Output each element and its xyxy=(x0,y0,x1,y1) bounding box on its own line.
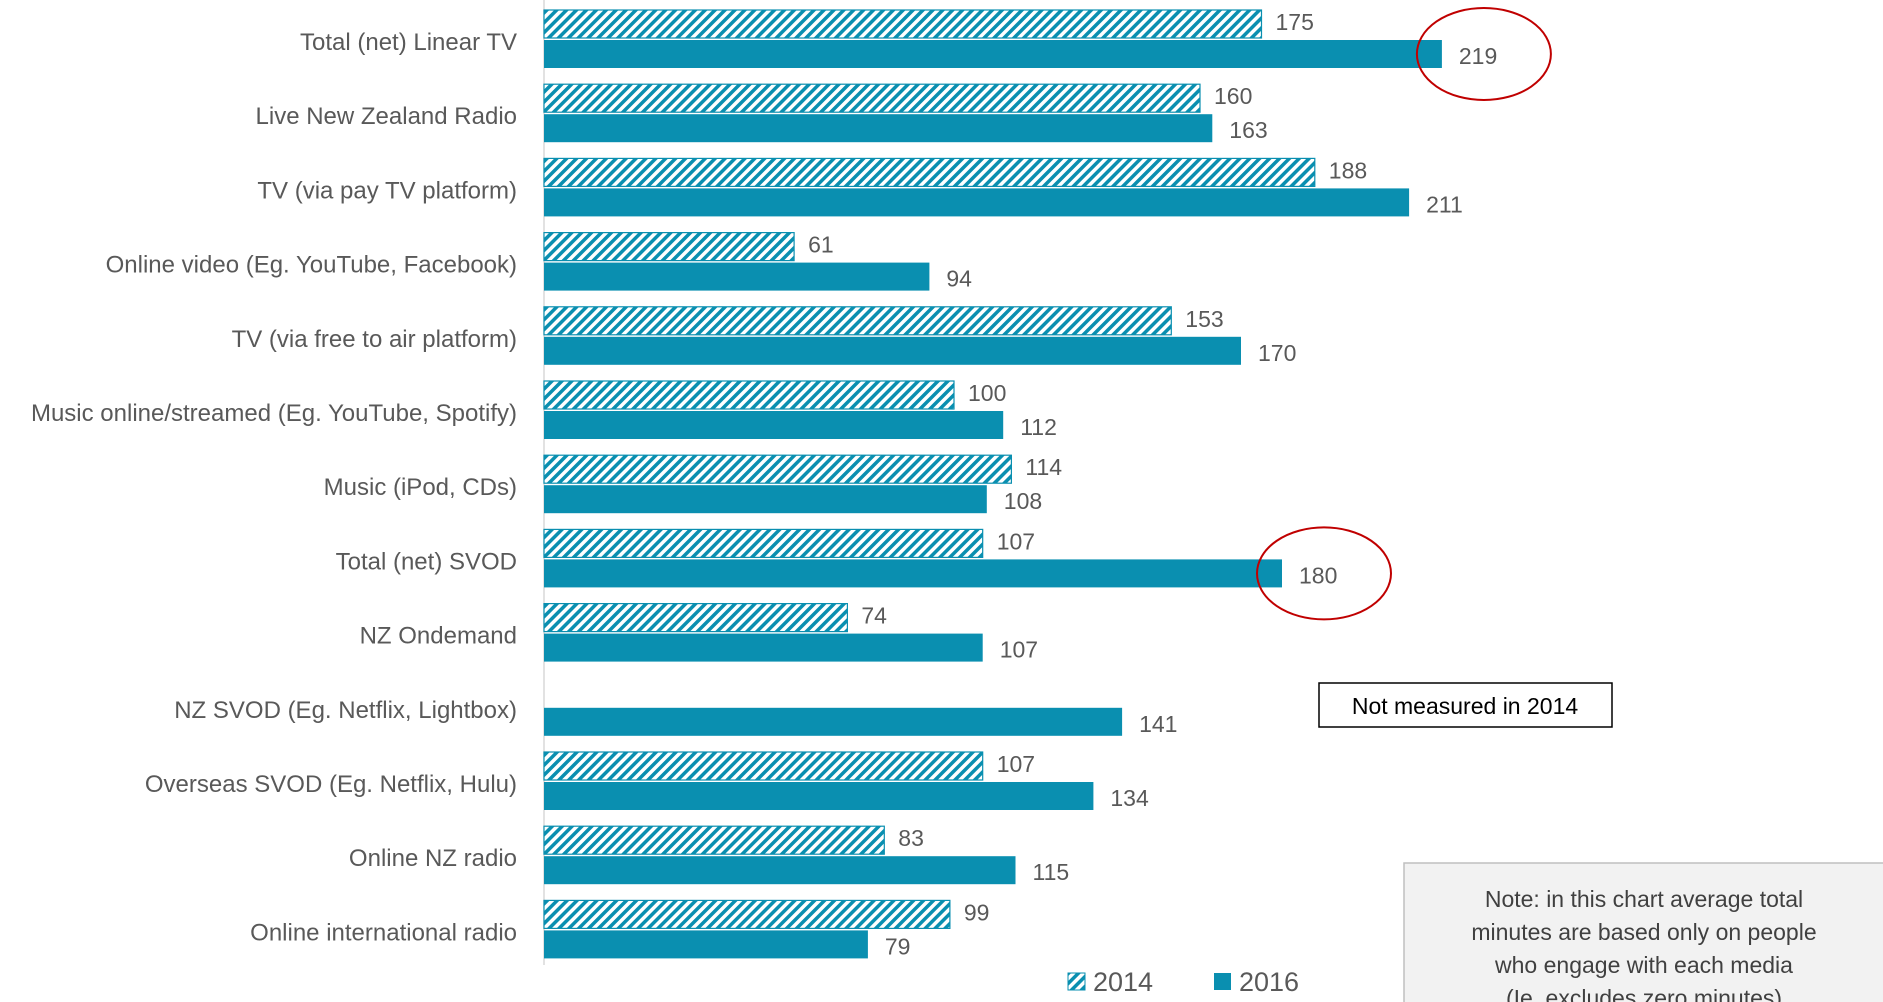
value-label-2014: 153 xyxy=(1185,306,1223,332)
bar-2016 xyxy=(544,707,1123,736)
bar-2014 xyxy=(543,380,955,410)
category-label: Overseas SVOD (Eg. Netflix, Hulu) xyxy=(145,771,517,798)
bar-2014 xyxy=(543,232,795,262)
bar-2016 xyxy=(544,485,987,514)
bar-2014 xyxy=(543,751,984,781)
category-label: Total (net) Linear TV xyxy=(300,29,517,56)
value-label-2016: 94 xyxy=(946,266,972,292)
category-label: Online international radio xyxy=(250,919,517,946)
category-label: Music (iPod, CDs) xyxy=(324,474,517,501)
bar-2014 xyxy=(543,825,885,855)
legend-swatch-2016 xyxy=(1214,973,1231,990)
category-label: Live New Zealand Radio xyxy=(256,103,517,130)
bar-2014 xyxy=(543,454,1012,484)
value-label-2016: 219 xyxy=(1459,43,1497,69)
value-label-2016: 112 xyxy=(1020,414,1057,440)
value-label-2014: 74 xyxy=(861,603,887,629)
legend-label-2014: 2014 xyxy=(1093,967,1153,997)
value-label-2014: 61 xyxy=(808,232,834,258)
bar-2014 xyxy=(543,899,951,930)
value-label-2016: 180 xyxy=(1299,562,1337,588)
highlight-circle xyxy=(1415,7,1552,101)
bar-2014 xyxy=(543,528,984,559)
category-label: Total (net) SVOD xyxy=(336,548,517,575)
value-label-2014: 107 xyxy=(997,528,1035,554)
note-box: Note: in this chart average total minute… xyxy=(1403,862,1883,1002)
legend-label-2016: 2016 xyxy=(1239,967,1299,997)
value-label-2014: 175 xyxy=(1276,9,1314,35)
bar-2016 xyxy=(544,856,1016,885)
value-label-2016: 134 xyxy=(1110,785,1149,811)
bar-2014 xyxy=(543,9,1263,39)
value-label-2014: 114 xyxy=(1025,454,1062,480)
value-label-2016: 115 xyxy=(1033,859,1070,885)
not-measured-text: Not measured in 2014 xyxy=(1352,693,1579,719)
value-label-2016: 108 xyxy=(1004,488,1042,514)
category-label: TV (via pay TV platform) xyxy=(257,177,517,204)
bar-2016 xyxy=(544,336,1241,365)
bar-2016 xyxy=(544,930,868,959)
bars xyxy=(543,9,1442,959)
value-label-2014: 99 xyxy=(964,899,990,925)
category-label: NZ Ondemand xyxy=(360,623,517,650)
not-measured-box: Not measured in 2014 xyxy=(1318,682,1613,728)
legend-swatch-2014 xyxy=(1067,972,1086,991)
value-label-2016: 107 xyxy=(1000,637,1038,663)
bar-2016 xyxy=(544,411,1004,439)
bar-2016 xyxy=(544,262,930,291)
highlight-circle xyxy=(1256,526,1392,621)
category-labels: Total (net) Linear TV Live New Zealand Ra… xyxy=(31,29,517,946)
highlight-circles xyxy=(1256,7,1552,621)
category-label: Online NZ radio xyxy=(349,845,517,872)
value-label-2014: 100 xyxy=(968,380,1006,406)
category-label: NZ SVOD (Eg. Netflix, Lightbox) xyxy=(174,697,517,724)
bar-2016 xyxy=(544,40,1442,68)
legend: 2014 2016 xyxy=(1067,967,1299,997)
value-labels: 175 219 160 163 188 211 61 94 153 170 100 112 114 108… xyxy=(808,9,1497,959)
value-label-2014: 188 xyxy=(1329,157,1367,183)
note-line-2: minutes are based only on people xyxy=(1471,919,1816,945)
category-label: Music online/streamed (Eg. YouTube, Spot… xyxy=(31,400,517,427)
value-label-2014: 107 xyxy=(997,751,1035,777)
value-label-2016: 170 xyxy=(1258,340,1296,366)
bar-2014 xyxy=(543,306,1172,336)
note-line-1: Note: in this chart average total xyxy=(1485,886,1803,912)
bar-2014 xyxy=(543,157,1316,187)
bar-2014 xyxy=(543,602,848,633)
note-line-3: who engage with each media xyxy=(1494,952,1793,978)
note-line-4: (Ie. excludes zero minutes) xyxy=(1506,985,1782,1002)
category-label: Online video (Eg. YouTube, Facebook) xyxy=(106,252,517,279)
value-label-2014: 160 xyxy=(1214,83,1252,109)
category-label: TV (via free to air platform) xyxy=(232,326,517,353)
value-label-2016: 211 xyxy=(1426,191,1463,217)
bar-2016 xyxy=(544,559,1282,588)
bar-2014 xyxy=(543,83,1201,113)
bar-2016 xyxy=(544,633,983,662)
value-label-2016: 79 xyxy=(885,933,911,959)
value-label-2016: 141 xyxy=(1139,711,1177,737)
bar-2016 xyxy=(544,114,1213,143)
bar-2016 xyxy=(544,188,1410,217)
value-label-2016: 163 xyxy=(1229,117,1267,143)
value-label-2014: 83 xyxy=(898,825,924,851)
bar-2016 xyxy=(544,782,1094,810)
